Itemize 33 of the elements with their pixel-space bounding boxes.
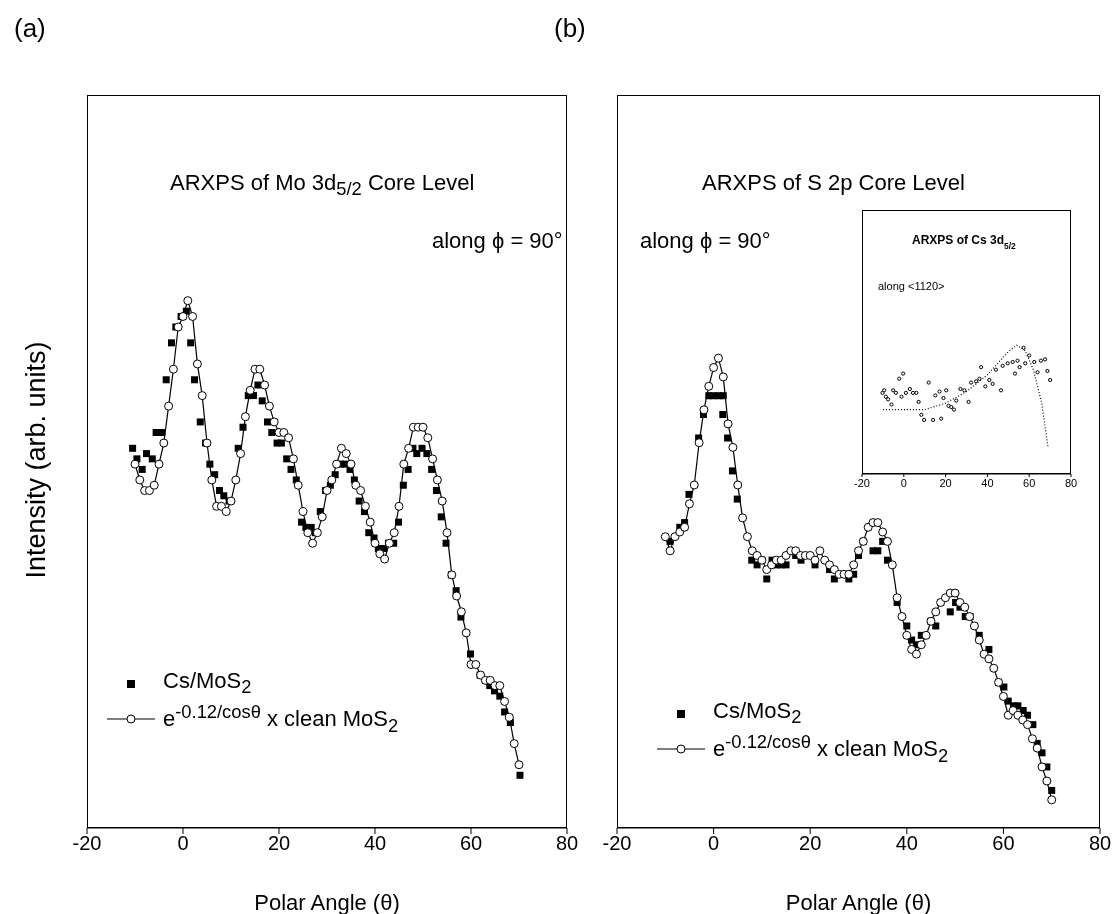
x-tick-label: 0	[708, 832, 720, 855]
x-tick-label: 20	[939, 476, 952, 489]
text: ARXPS of Mo 3d$_{5/2}$ Core Level	[170, 170, 475, 201]
x-tick-label: 80	[1088, 832, 1112, 855]
x-tick-label: 60	[1023, 476, 1036, 489]
x-tick-label: 40	[363, 832, 387, 855]
text: ARXPS of S 2p Core Level	[702, 170, 965, 196]
text: along ϕ = 90°	[640, 228, 771, 254]
x-axis-title: Polar Angle (θ)	[785, 890, 932, 914]
x-tick-label: 20	[267, 832, 291, 855]
chart-title: (a)	[14, 13, 46, 43]
chart-title: (b)	[554, 13, 586, 43]
x-tick-label: 60	[992, 832, 1015, 855]
x-tick-label: 40	[895, 832, 918, 855]
x-tick-label: 80	[555, 832, 579, 855]
x-tick-label: -20	[602, 832, 632, 855]
x-tick-label: -20	[854, 476, 870, 489]
x-tick-label: 40	[981, 476, 994, 489]
legend-label: Cs/MoS$_{2}$	[713, 698, 802, 729]
legend-label: e$^{-0.12/cosθ}$ x clean MoS$_{2}$	[713, 730, 949, 767]
legend-label: Cs/MoS$_{2}$	[163, 668, 252, 699]
x-tick-label: 60	[459, 832, 483, 855]
x-axis-title: Polar Angle (θ)	[254, 890, 400, 914]
text: along <1120>	[878, 280, 945, 292]
x-tick-label: -20	[72, 832, 102, 855]
chart-title: ARXPS of Cs 3d$_{5/2}$	[912, 233, 1016, 251]
y-axis-title: Intensity (arb. units)	[20, 341, 52, 579]
x-tick-label: 0	[900, 476, 907, 489]
x-tick-label: 0	[177, 832, 189, 855]
x-tick-label: 80	[1064, 476, 1078, 489]
text: along ϕ = 90°	[432, 228, 563, 254]
x-tick-label: 20	[799, 832, 822, 855]
legend-label: e$^{-0.12/cosθ}$ x clean MoS$_{2}$	[163, 700, 399, 737]
